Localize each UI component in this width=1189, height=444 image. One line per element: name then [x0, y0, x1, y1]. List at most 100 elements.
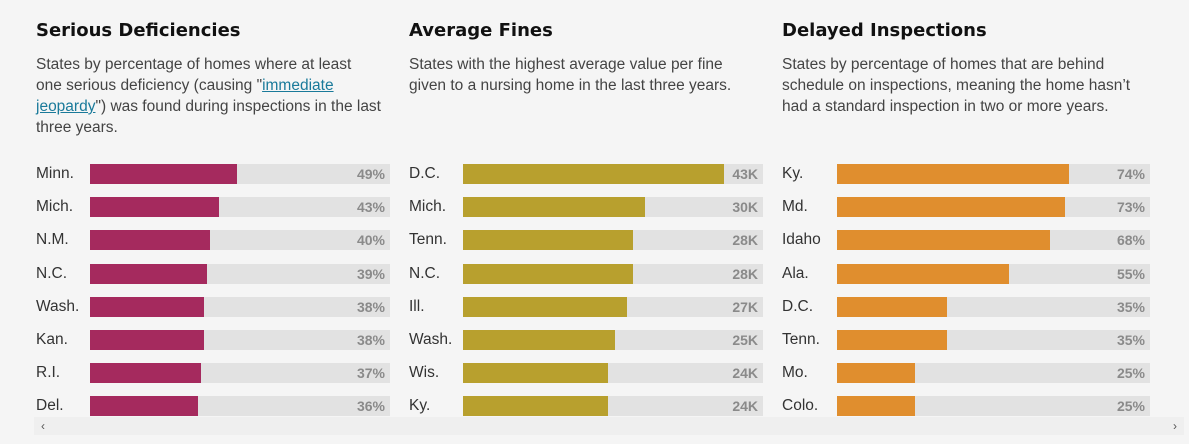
- chart-panel-3: Delayed Inspections States by percentage …: [782, 0, 1150, 417]
- bar: [837, 164, 1069, 184]
- subtitle-text: States with the highest average value pe…: [409, 56, 732, 94]
- category-label: N.C.: [409, 265, 440, 282]
- category-label: Tenn.: [782, 331, 820, 348]
- bar-track: 40%: [90, 230, 390, 250]
- immediate-jeopardy-link[interactable]: immediate jeopardy: [36, 77, 334, 115]
- value-label: 25%: [1116, 365, 1145, 381]
- value-label: 74%: [1116, 166, 1145, 182]
- value-label: 35%: [1116, 299, 1145, 315]
- value-label: 40%: [356, 232, 385, 248]
- category-label: Tenn.: [409, 231, 447, 248]
- category-label: N.M.: [36, 231, 69, 248]
- bar-row: D.C. 35%: [782, 297, 1150, 317]
- bar-track: 43%: [90, 197, 390, 217]
- bar-track: 35%: [837, 297, 1150, 317]
- chart-panel-1: Serious Deficiencies States by percentage…: [36, 0, 390, 417]
- category-label: Ky.: [409, 397, 431, 414]
- bar-row: N.M. 40%: [36, 230, 390, 250]
- bar-row: Tenn. 35%: [782, 330, 1150, 350]
- bar-row: Mich. 43%: [36, 197, 390, 217]
- bar: [90, 297, 204, 317]
- bar-row: Tenn. 28K: [409, 230, 763, 250]
- subtitle-text: States by percentage of homes where at l…: [36, 56, 352, 94]
- bar-track: 38%: [90, 330, 390, 350]
- value-label: 38%: [356, 332, 385, 348]
- category-label: Ala.: [782, 265, 809, 282]
- value-label: 68%: [1116, 232, 1145, 248]
- value-label: 28K: [732, 232, 758, 248]
- category-label: Minn.: [36, 165, 74, 182]
- category-label: Kan.: [36, 331, 68, 348]
- bar: [837, 330, 947, 350]
- bar-row: Wash. 25K: [409, 330, 763, 350]
- bar-track: 73%: [837, 197, 1150, 217]
- bar-track: 27K: [463, 297, 763, 317]
- bar: [90, 164, 237, 184]
- value-label: 37%: [356, 365, 385, 381]
- value-label: 38%: [356, 299, 385, 315]
- bar-track: 28K: [463, 264, 763, 284]
- value-label: 73%: [1116, 199, 1145, 215]
- bar-track: 68%: [837, 230, 1150, 250]
- chart-subtitle: States by percentage of homes where at l…: [36, 54, 381, 138]
- bar-track: 55%: [837, 264, 1150, 284]
- value-label: 25K: [732, 332, 758, 348]
- bar-row: Wash. 38%: [36, 297, 390, 317]
- category-label: Colo.: [782, 397, 819, 414]
- category-label: R.I.: [36, 364, 61, 381]
- bar-row: Mich. 30K: [409, 197, 763, 217]
- bar-track: 28K: [463, 230, 763, 250]
- scroll-right-icon[interactable]: ›: [1173, 419, 1177, 433]
- category-label: Md.: [782, 198, 808, 215]
- value-label: 30K: [732, 199, 758, 215]
- bar: [463, 164, 724, 184]
- horizontal-scrollbar[interactable]: ‹ ›: [34, 417, 1184, 435]
- value-label: 35%: [1116, 332, 1145, 348]
- bar-row: Colo. 25%: [782, 396, 1150, 416]
- bar-track: 49%: [90, 164, 390, 184]
- category-label: Wash.: [36, 298, 80, 315]
- value-label: 27K: [732, 299, 758, 315]
- bar-track: 25%: [837, 363, 1150, 383]
- bar: [837, 264, 1009, 284]
- bar: [90, 330, 204, 350]
- value-label: 28K: [732, 266, 758, 282]
- bar-row: N.C. 28K: [409, 264, 763, 284]
- bar-row: Ill. 27K: [409, 297, 763, 317]
- bar-track: 24K: [463, 363, 763, 383]
- bar-track: 36%: [90, 396, 390, 416]
- value-label: 25%: [1116, 398, 1145, 414]
- category-label: D.C.: [409, 165, 440, 182]
- chart-subtitle: States with the highest average value pe…: [409, 54, 754, 96]
- bar-row: N.C. 39%: [36, 264, 390, 284]
- category-label: Ky.: [782, 165, 804, 182]
- bar-track: 24K: [463, 396, 763, 416]
- category-label: Idaho: [782, 231, 821, 248]
- category-label: Mich.: [409, 198, 447, 215]
- bar-row: Md. 73%: [782, 197, 1150, 217]
- bar-row: Ky. 24K: [409, 396, 763, 416]
- bar-track: 30K: [463, 197, 763, 217]
- subtitle-text: ") was found during inspections in the l…: [36, 98, 381, 136]
- bar-row: Ala. 55%: [782, 264, 1150, 284]
- value-label: 39%: [356, 266, 385, 282]
- bar-row: R.I. 37%: [36, 363, 390, 383]
- value-label: 36%: [356, 398, 385, 414]
- category-label: Mich.: [36, 198, 74, 215]
- value-label: 24K: [732, 398, 758, 414]
- scroll-left-icon[interactable]: ‹: [41, 419, 45, 433]
- chart-title: Average Fines: [409, 20, 553, 41]
- bar: [837, 230, 1050, 250]
- bar-row: Mo. 25%: [782, 363, 1150, 383]
- bar: [837, 396, 915, 416]
- category-label: Del.: [36, 397, 64, 414]
- bar-row: Del. 36%: [36, 396, 390, 416]
- category-label: Mo.: [782, 364, 808, 381]
- bar: [837, 197, 1065, 217]
- bar-row: Kan. 38%: [36, 330, 390, 350]
- bar-row: D.C. 43K: [409, 164, 763, 184]
- category-label: N.C.: [36, 265, 67, 282]
- bar-track: 35%: [837, 330, 1150, 350]
- category-label: Ill.: [409, 298, 425, 315]
- bar-row: Ky. 74%: [782, 164, 1150, 184]
